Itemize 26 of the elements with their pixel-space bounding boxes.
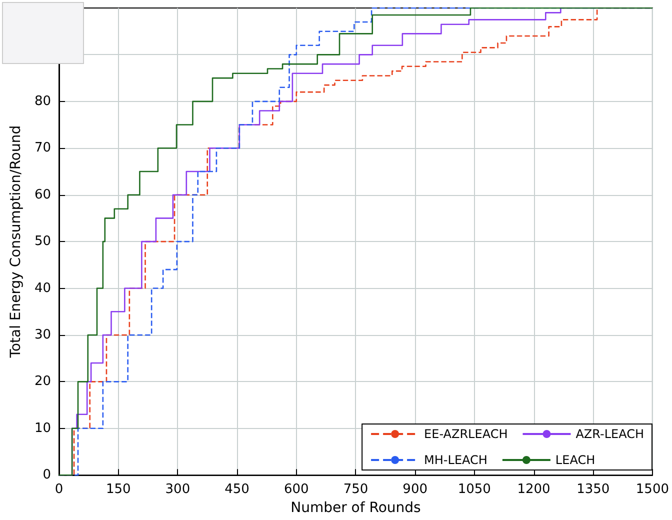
y-tick-label: 40 bbox=[34, 280, 51, 296]
x-tick-label: 750 bbox=[343, 482, 368, 498]
legend-label: EE-AZRLEACH bbox=[424, 427, 508, 441]
x-tick-label: 1500 bbox=[636, 482, 670, 498]
legend-label: MH-LEACH bbox=[424, 453, 488, 467]
y-tick-label: 0 bbox=[42, 468, 51, 483]
y-tick-label: 20 bbox=[34, 374, 51, 390]
x-tick-label: 900 bbox=[402, 482, 428, 498]
y-tick-label: 60 bbox=[34, 187, 51, 202]
x-tick-label: 300 bbox=[165, 482, 190, 498]
x-tick-label: 150 bbox=[106, 482, 131, 498]
x-tick-label: 450 bbox=[224, 482, 250, 498]
x-tick-label: 1200 bbox=[517, 482, 550, 498]
x-tick-label: 1050 bbox=[458, 482, 491, 498]
x-tick-label: 1350 bbox=[576, 482, 610, 498]
y-tick-label: 70 bbox=[34, 140, 51, 156]
legend-label: LEACH bbox=[555, 453, 596, 467]
y-tick-label: 50 bbox=[34, 234, 51, 250]
y-axis-title: Total Energy Consumption/Round bbox=[8, 125, 24, 359]
y-tick-label: 30 bbox=[34, 327, 51, 342]
x-tick-label: 600 bbox=[284, 482, 309, 498]
y-tick-label: 10 bbox=[34, 420, 51, 436]
x-tick-label: 0 bbox=[54, 482, 64, 498]
x-axis-title: Number of Rounds bbox=[290, 500, 421, 516]
y-tick-label: 80 bbox=[34, 94, 51, 109]
legend-label: AZR-LEACH bbox=[576, 427, 644, 441]
